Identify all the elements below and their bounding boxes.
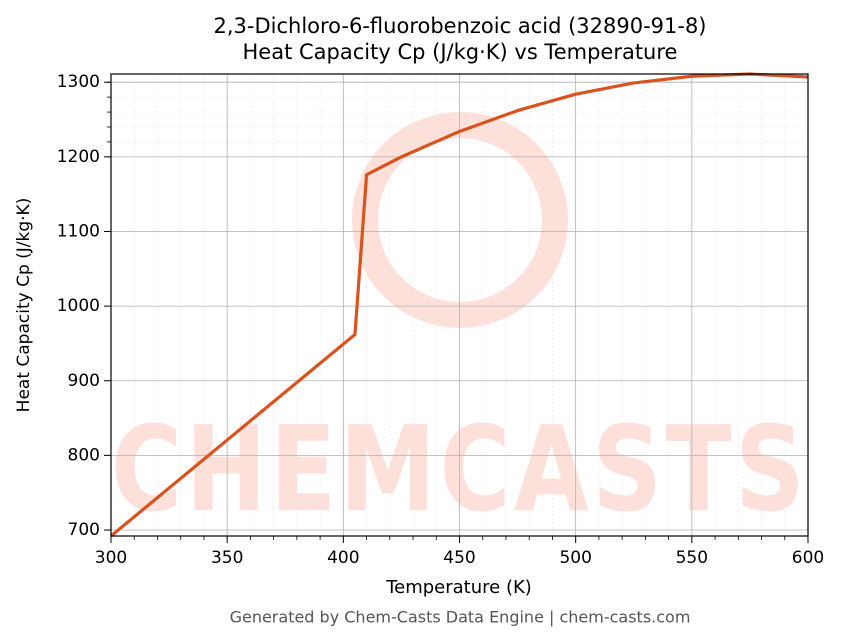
x-tick-label: 550 [676, 548, 708, 568]
x-tick-label: 300 [95, 548, 127, 568]
watermark: CHEMCASTS [111, 400, 808, 538]
y-tick-label: 1100 [57, 221, 100, 241]
x-axis-label: Temperature (K) [385, 577, 532, 598]
y-tick-label: 800 [68, 445, 100, 465]
chart-subtitle: Heat Capacity Cp (J/kg·K) vs Temperature [243, 40, 678, 64]
footer: Generated by Chem-Casts Data Engine | ch… [230, 608, 691, 627]
y-tick-label: 900 [68, 371, 100, 391]
y-tick-label: 1200 [57, 147, 100, 167]
data-line [109, 72, 809, 538]
x-tick-label: 350 [211, 548, 243, 568]
y-tick-label: 1300 [57, 72, 100, 92]
watermark-logo [352, 112, 568, 328]
y-tick-label: 700 [68, 520, 100, 540]
x-tick-label: 500 [559, 548, 591, 568]
y-tick-label: 1000 [57, 296, 100, 316]
x-tick-label: 400 [327, 548, 359, 568]
x-tick-label: 450 [443, 548, 475, 568]
chart-title: 2,3-Dichloro-6-fluorobenzoic acid (32890… [213, 14, 706, 38]
plot-frame [110, 73, 809, 537]
x-tick-label: 600 [792, 548, 824, 568]
y-axis-label: Heat Capacity Cp (J/kg·K) [14, 198, 34, 413]
